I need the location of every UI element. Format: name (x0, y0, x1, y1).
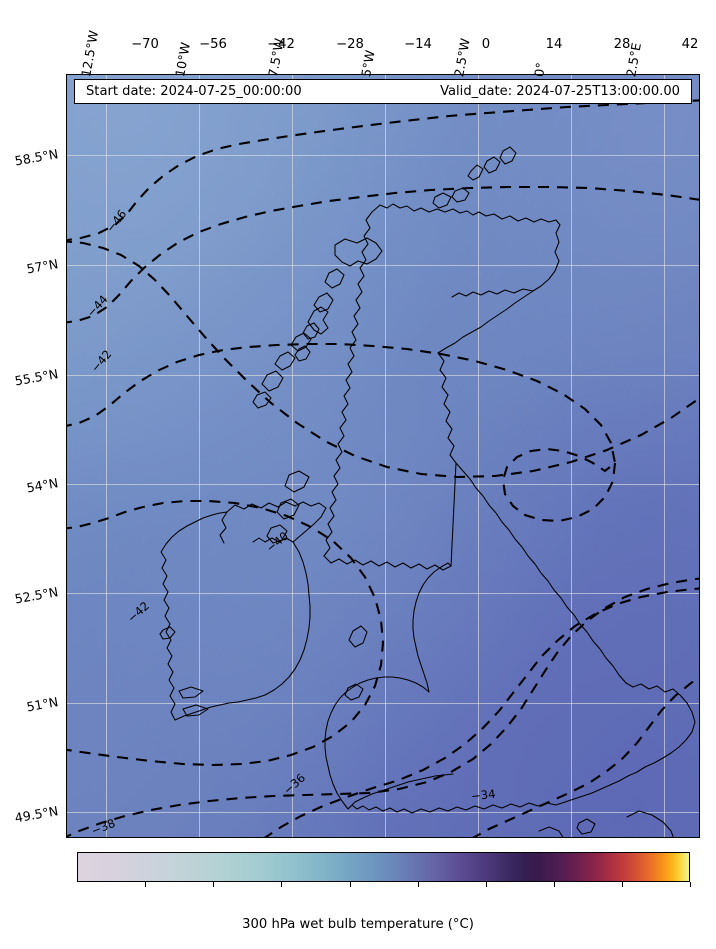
gridline-lat (67, 265, 699, 266)
colorbar-tick (486, 882, 487, 887)
lon-tick-label: 0° (531, 61, 549, 78)
colorbar-tick (690, 882, 691, 887)
lat-tick-label: 58.5°N (13, 146, 60, 169)
lon-tick-label: 10°W (172, 41, 194, 78)
colorbar-tick-label: −70 (131, 37, 159, 52)
contour-lines (67, 99, 699, 837)
gridline-lon (199, 75, 200, 837)
gridline-lon (106, 75, 107, 837)
colorbar-tick (213, 882, 214, 887)
colorbar-tick-label: 42 (681, 37, 699, 52)
colorbar-tick-label: 0 (481, 37, 491, 52)
colorbar-tick-label: 28 (613, 37, 631, 52)
colorbar-tick (281, 882, 282, 887)
gridline-lat (67, 703, 699, 704)
colorbar-tick (554, 882, 555, 887)
lat-tick-label: 55.5°N (13, 366, 60, 389)
gridline-lat (67, 375, 699, 376)
title-box: Start date: 2024-07-25_00:00:00 Valid_da… (74, 79, 692, 104)
colorbar-tick-label: 14 (545, 37, 563, 52)
colorbar-tick (622, 882, 623, 887)
colorbar-tick-label: −56 (199, 37, 227, 52)
lat-tick-label: 57°N (25, 256, 60, 277)
valid-date-label: Valid_date: 2024-07-25T13:00:00.00 (440, 84, 680, 99)
gridline-lat (67, 593, 699, 594)
start-date-label: Start date: 2024-07-25_00:00:00 (86, 84, 302, 99)
lat-tick-label: 51°N (25, 694, 60, 715)
gridline-lon (385, 75, 386, 837)
gridline-lat (67, 155, 699, 156)
colorbar-tick (350, 882, 351, 887)
colorbar-gradient (78, 853, 689, 881)
colorbar-tick (145, 882, 146, 887)
colorbar-tick-label: −28 (336, 37, 364, 52)
lon-tick-label: 12.5°W (78, 29, 102, 78)
gridline-lon (292, 75, 293, 837)
colorbar-tick-label: −14 (404, 37, 432, 52)
colorbar-tick-label: −42 (267, 37, 295, 52)
lon-tick-label: 2.5°W (451, 37, 473, 78)
gridline-lat (67, 484, 699, 485)
map-axes: −46 −44 −42 −42 −40 −38 −36 −34 (66, 74, 700, 838)
gridline-lat (67, 812, 699, 813)
lat-tick-label: 49.5°N (13, 803, 60, 826)
colorbar-title: 300 hPa wet bulb temperature (°C) (242, 917, 474, 932)
lat-tick-label: 54°N (25, 475, 60, 496)
contour-label: −34 (470, 786, 497, 804)
lat-tick-label: 52.5°N (13, 584, 60, 607)
gridline-lon (664, 75, 665, 837)
colorbar (77, 852, 690, 882)
gridline-lon (571, 75, 572, 837)
gridline-lon (478, 75, 479, 837)
colorbar-tick (418, 882, 419, 887)
